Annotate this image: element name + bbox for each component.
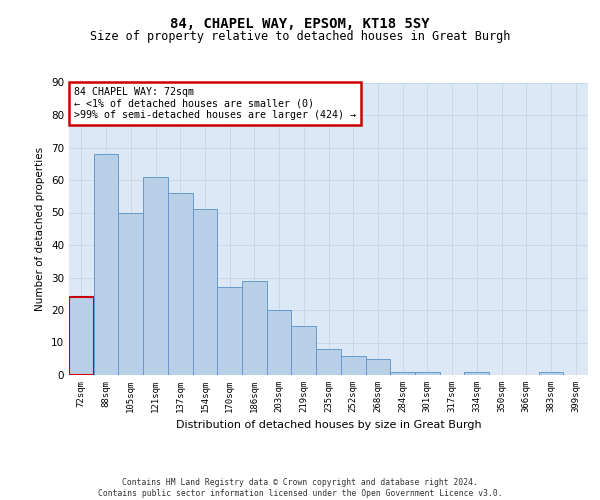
Bar (193, 209, 217, 375)
X-axis label: Distribution of detached houses by size in Great Burgh: Distribution of detached houses by size … (176, 420, 481, 430)
Bar (415, 372, 440, 375)
Y-axis label: Number of detached properties: Number of detached properties (35, 146, 46, 311)
Bar (217, 287, 242, 375)
Bar (242, 281, 267, 375)
Bar (316, 349, 341, 375)
Bar (94, 154, 118, 375)
Text: 84, CHAPEL WAY, EPSOM, KT18 5SY: 84, CHAPEL WAY, EPSOM, KT18 5SY (170, 18, 430, 32)
Bar (464, 372, 489, 375)
Bar (292, 326, 316, 375)
Bar (168, 193, 193, 375)
Text: Contains HM Land Registry data © Crown copyright and database right 2024.
Contai: Contains HM Land Registry data © Crown c… (98, 478, 502, 498)
Bar (341, 356, 365, 375)
Text: 84 CHAPEL WAY: 72sqm
← <1% of detached houses are smaller (0)
>99% of semi-detac: 84 CHAPEL WAY: 72sqm ← <1% of detached h… (74, 87, 356, 120)
Bar (143, 177, 168, 375)
Bar (69, 297, 94, 375)
Text: Size of property relative to detached houses in Great Burgh: Size of property relative to detached ho… (90, 30, 510, 43)
Bar (390, 372, 415, 375)
Bar (365, 359, 390, 375)
Bar (118, 212, 143, 375)
Bar (539, 372, 563, 375)
Bar (267, 310, 292, 375)
